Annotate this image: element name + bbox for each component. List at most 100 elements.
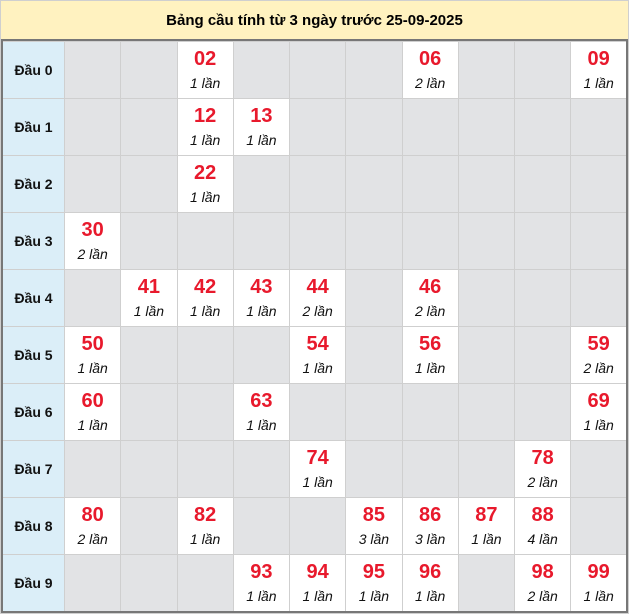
empty-cell: [120, 98, 178, 156]
number-value: 50: [81, 332, 104, 355]
empty-cell: [513, 212, 572, 270]
number-cell: 50 1 lần: [63, 326, 122, 384]
empty-cell: [232, 41, 291, 99]
number-value: 56: [419, 332, 442, 355]
table-title: Bảng cầu tính từ 3 ngày trước 25-09-2025: [1, 1, 628, 41]
empty-cell: [63, 155, 122, 213]
number-value: 80: [81, 503, 104, 526]
occurrence-count: 2 lần: [414, 302, 446, 319]
empty-cell: [232, 326, 291, 384]
number-value: 44: [306, 275, 329, 298]
row-header: Đầu 4: [1, 269, 65, 327]
table-row: Đầu 4 41 1 lần 42 1 lần 43 1 lần 44 2 lần 46 2 lần: [1, 269, 629, 327]
empty-cell: [345, 383, 403, 441]
number-cell: 85 3 lần: [345, 497, 403, 555]
empty-cell: [120, 383, 178, 441]
occurrence-count: 2 lần: [414, 74, 446, 91]
empty-cell: [457, 383, 516, 441]
number-cell: 02 1 lần: [176, 41, 234, 99]
number-cell: 06 2 lần: [401, 41, 459, 99]
occurrence-count: 1 lần: [583, 74, 614, 91]
empty-cell: [63, 554, 122, 613]
empty-cell: [120, 497, 178, 555]
empty-cell: [401, 212, 459, 270]
empty-cell: [570, 212, 629, 270]
empty-cell: [345, 212, 403, 270]
occurrence-count: 2 lần: [527, 587, 558, 604]
empty-cell: [176, 326, 234, 384]
empty-cell: [120, 326, 178, 384]
number-value: 22: [194, 161, 217, 184]
table-row: Đầu 1 12 1 lần 13 1 lần: [1, 98, 629, 156]
empty-cell: [570, 155, 629, 213]
occurrence-count: 2 lần: [77, 245, 108, 262]
empty-cell: [120, 155, 178, 213]
number-value: 02: [194, 47, 217, 70]
number-cell: 22 1 lần: [176, 155, 234, 213]
number-cell: 42 1 lần: [176, 269, 234, 327]
number-value: 82: [194, 503, 217, 526]
number-value: 95: [362, 560, 385, 583]
empty-cell: [232, 497, 291, 555]
number-value: 13: [250, 104, 273, 127]
number-cell: 13 1 lần: [232, 98, 291, 156]
empty-cell: [513, 326, 572, 384]
number-value: 06: [419, 47, 442, 70]
table-row: Đầu 2 22 1 lần: [1, 155, 629, 213]
number-cell: 56 1 lần: [401, 326, 459, 384]
number-value: 69: [587, 389, 610, 412]
number-value: 30: [81, 218, 104, 241]
occurrence-count: 1 lần: [189, 131, 221, 148]
occurrence-count: 3 lần: [414, 530, 446, 547]
occurrence-count: 1 lần: [246, 302, 277, 319]
number-cell: 09 1 lần: [570, 41, 629, 99]
number-cell: 44 2 lần: [288, 269, 347, 327]
occurrence-count: 1 lần: [358, 587, 390, 604]
table-row: Đầu 6 60 1 lần 63 1 lần 69 1 lần: [1, 383, 629, 441]
number-value: 85: [362, 503, 385, 526]
occurrence-count: 1 lần: [133, 302, 165, 319]
number-cell: 43 1 lần: [232, 269, 291, 327]
empty-cell: [176, 212, 234, 270]
number-cell: 54 1 lần: [288, 326, 347, 384]
empty-cell: [288, 98, 347, 156]
number-cell: 98 2 lần: [513, 554, 572, 613]
number-value: 88: [531, 503, 554, 526]
number-cell: 86 3 lần: [401, 497, 459, 555]
empty-cell: [345, 41, 403, 99]
occurrence-count: 2 lần: [77, 530, 108, 547]
empty-cell: [513, 383, 572, 441]
row-header: Đầu 5: [1, 326, 65, 384]
row-header: Đầu 2: [1, 155, 65, 213]
row-header: Đầu 3: [1, 212, 65, 270]
table-row: Đầu 7 74 1 lần 78 2 lần: [1, 440, 629, 498]
empty-cell: [288, 212, 347, 270]
empty-cell: [401, 440, 459, 498]
number-cell: 59 2 lần: [570, 326, 629, 384]
empty-cell: [120, 554, 178, 613]
empty-cell: [63, 440, 122, 498]
table-row: Đầu 0 02 1 lần 06 2 lần 09 1 lần: [1, 41, 629, 99]
number-value: 98: [531, 560, 554, 583]
empty-cell: [63, 269, 122, 327]
empty-cell: [513, 269, 572, 327]
occurrence-count: 1 lần: [583, 587, 614, 604]
occurrence-count: 2 lần: [527, 473, 558, 490]
occurrence-count: 1 lần: [189, 302, 221, 319]
empty-cell: [457, 212, 516, 270]
occurrence-count: 1 lần: [302, 359, 333, 376]
empty-cell: [513, 41, 572, 99]
empty-cell: [120, 212, 178, 270]
number-value: 59: [587, 332, 610, 355]
occurrence-count: 1 lần: [414, 587, 446, 604]
number-cell: 74 1 lần: [288, 440, 347, 498]
number-cell: 94 1 lần: [288, 554, 347, 613]
occurrence-count: 1 lần: [246, 587, 277, 604]
number-cell: 46 2 lần: [401, 269, 459, 327]
empty-cell: [457, 269, 516, 327]
number-cell: 30 2 lần: [63, 212, 122, 270]
number-cell: 12 1 lần: [176, 98, 234, 156]
table-row: Đầu 9 93 1 lần 94 1 lần 95 1 lần 96 1 lần 98 2 lần…: [1, 554, 629, 613]
number-value: 86: [419, 503, 442, 526]
number-value: 42: [194, 275, 217, 298]
